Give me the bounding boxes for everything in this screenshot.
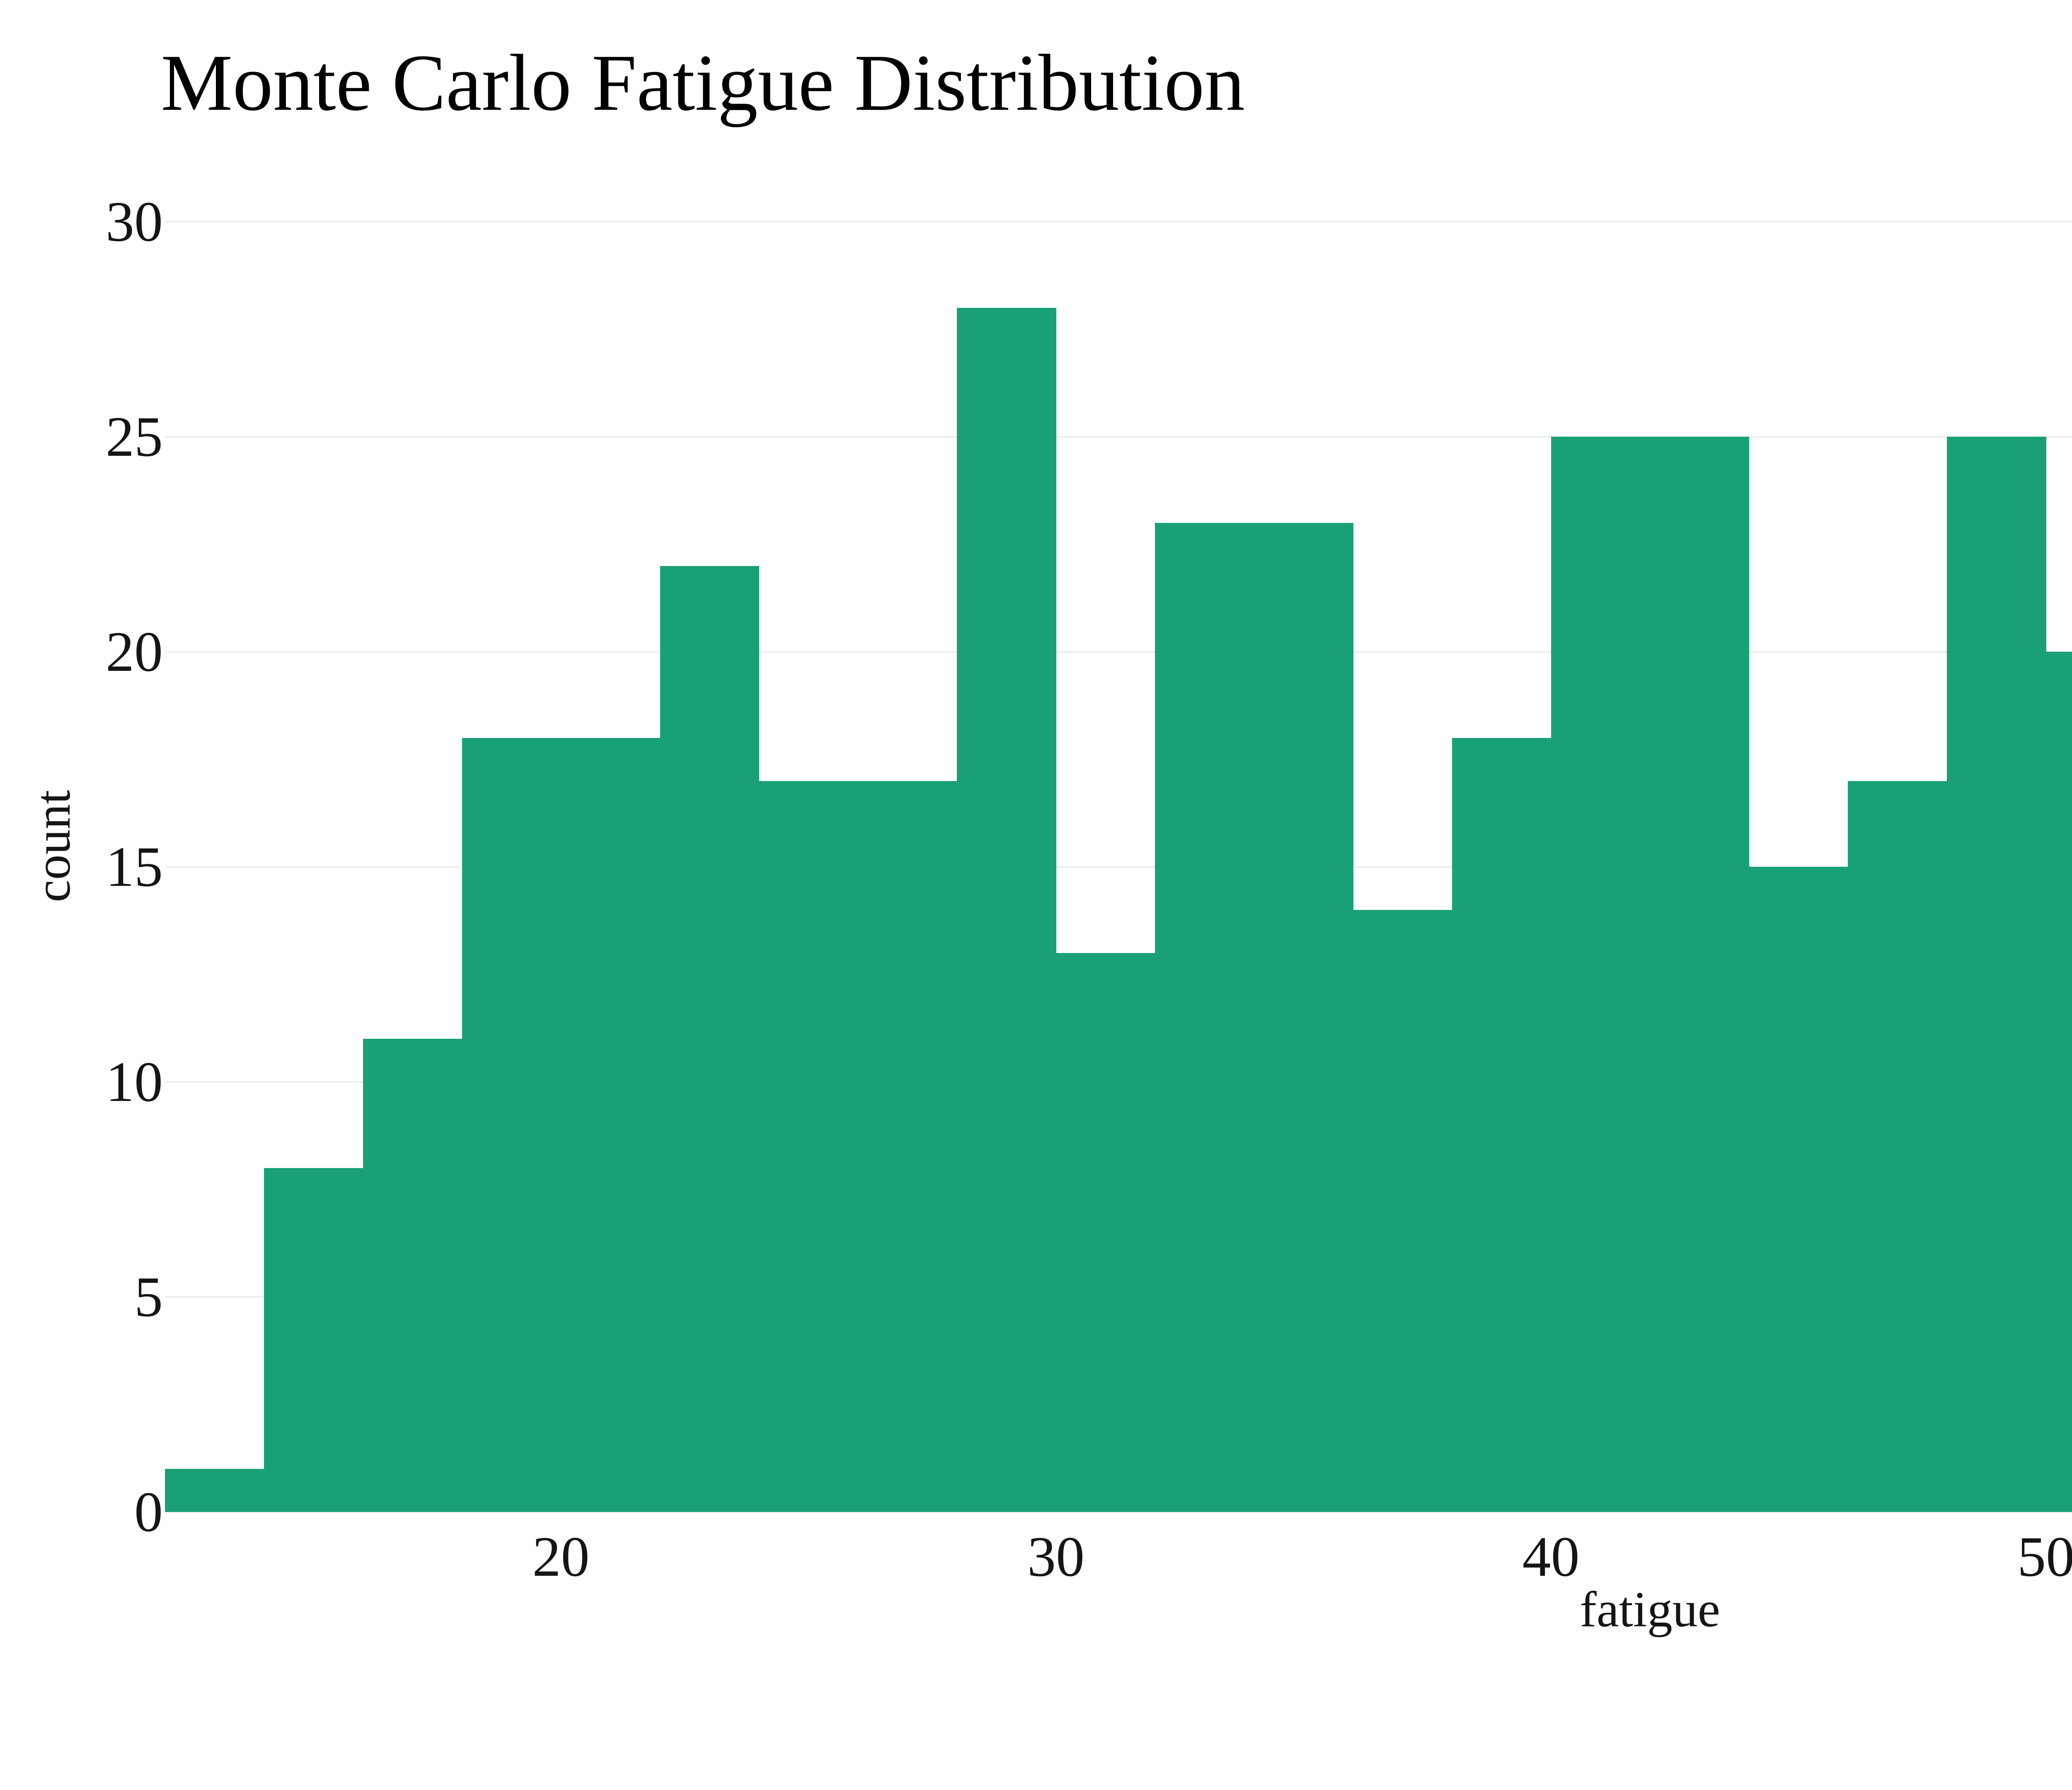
histogram-bar [1650,437,1750,1512]
histogram-bar [1947,437,2047,1512]
y-tick-label-0: 0 [134,1480,163,1543]
y-tick-label-10: 10 [106,1050,163,1114]
histogram-bar [1848,781,1948,1512]
histogram-bar [759,781,859,1512]
histogram-bar [1056,953,1155,1512]
gridline-y-0 [165,1511,2072,1513]
histogram-bar [462,738,562,1512]
histogram-bar [561,738,661,1512]
y-tick-label-20: 20 [106,620,163,684]
plot-area [165,207,2072,1513]
y-tick-label-5: 5 [134,1265,163,1329]
histogram-bar [1452,738,1552,1512]
histogram-bar [1749,867,1849,1512]
histogram-bar [1551,437,1651,1512]
x-tick-label-50: 50 [2017,1525,2072,1588]
y-tick-label-25: 25 [106,405,163,469]
histogram-bar [957,307,1057,1512]
x-axis-title: fatigue [1580,1582,1720,1638]
gridline-y-30 [165,221,2072,223]
histogram-bar [858,781,958,1512]
histogram-bar [165,1469,264,1512]
histogram-bar [1254,522,1353,1512]
gridline-y-15 [165,866,2072,868]
histogram-bar [2046,652,2072,1512]
x-tick-label-40: 40 [1522,1525,1580,1588]
x-tick-label-20: 20 [532,1525,590,1588]
histogram-bar [660,566,760,1512]
y-tick-label-30: 30 [106,190,163,254]
gridline-y-20 [165,651,2072,653]
chart-title: Monte Carlo Fatigue Distribution [161,38,1245,128]
histogram-bar [1155,522,1254,1512]
gridline-y-25 [165,436,2072,438]
histogram-bar [264,1168,363,1512]
histogram-bar [1353,910,1452,1512]
y-tick-label-15: 15 [106,835,163,899]
x-tick-label-30: 30 [1027,1525,1085,1588]
histogram-bar [363,1039,462,1512]
